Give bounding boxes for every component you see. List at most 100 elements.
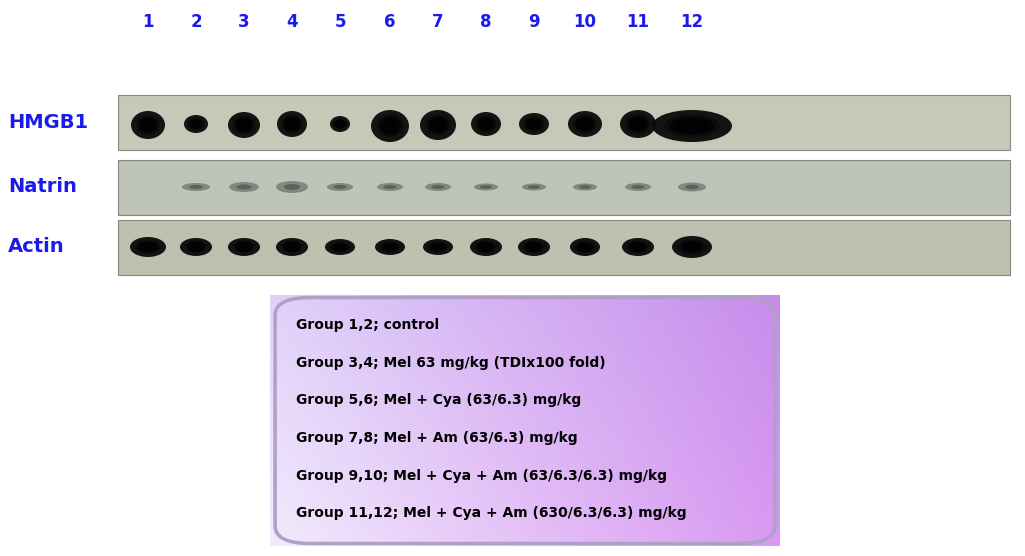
Ellipse shape bbox=[528, 244, 540, 251]
Ellipse shape bbox=[573, 115, 597, 133]
Text: HMGB1: HMGB1 bbox=[8, 112, 88, 132]
Ellipse shape bbox=[528, 120, 540, 128]
Text: 5: 5 bbox=[334, 13, 345, 31]
Ellipse shape bbox=[478, 117, 494, 131]
Ellipse shape bbox=[327, 183, 353, 191]
Ellipse shape bbox=[573, 183, 597, 191]
Ellipse shape bbox=[141, 120, 155, 131]
Ellipse shape bbox=[432, 244, 444, 250]
Ellipse shape bbox=[184, 241, 207, 254]
Ellipse shape bbox=[140, 243, 155, 251]
Ellipse shape bbox=[130, 237, 166, 257]
Ellipse shape bbox=[189, 185, 203, 189]
Text: 11: 11 bbox=[626, 13, 650, 31]
Ellipse shape bbox=[377, 183, 403, 191]
Ellipse shape bbox=[474, 183, 498, 191]
Ellipse shape bbox=[286, 244, 298, 251]
Text: 9: 9 bbox=[528, 13, 540, 31]
Ellipse shape bbox=[423, 239, 453, 255]
Ellipse shape bbox=[629, 242, 647, 252]
Text: 2: 2 bbox=[191, 13, 202, 31]
Ellipse shape bbox=[138, 241, 158, 252]
Ellipse shape bbox=[480, 185, 492, 188]
Ellipse shape bbox=[235, 242, 253, 252]
Ellipse shape bbox=[576, 117, 594, 131]
Text: 7: 7 bbox=[433, 13, 444, 31]
Ellipse shape bbox=[333, 118, 347, 130]
Ellipse shape bbox=[284, 117, 300, 131]
Ellipse shape bbox=[276, 181, 308, 193]
Ellipse shape bbox=[631, 185, 645, 189]
Ellipse shape bbox=[325, 239, 355, 255]
Text: 6: 6 bbox=[384, 13, 396, 31]
Ellipse shape bbox=[685, 185, 699, 189]
Ellipse shape bbox=[383, 185, 397, 189]
Ellipse shape bbox=[238, 120, 250, 130]
Ellipse shape bbox=[192, 121, 201, 127]
Ellipse shape bbox=[329, 241, 351, 252]
Ellipse shape bbox=[188, 118, 204, 130]
Ellipse shape bbox=[518, 238, 550, 256]
Ellipse shape bbox=[427, 241, 449, 252]
Ellipse shape bbox=[570, 238, 600, 256]
Ellipse shape bbox=[476, 116, 496, 132]
Ellipse shape bbox=[625, 114, 651, 134]
Ellipse shape bbox=[526, 118, 542, 130]
Ellipse shape bbox=[286, 119, 298, 129]
Ellipse shape bbox=[333, 185, 346, 189]
Bar bbox=[118, 95, 1010, 150]
Text: Group 11,12; Mel + Cya + Am (630/6.3/6.3) mg/kg: Group 11,12; Mel + Cya + Am (630/6.3/6.3… bbox=[295, 507, 686, 520]
Ellipse shape bbox=[577, 242, 593, 252]
Bar bbox=[118, 220, 1010, 275]
Ellipse shape bbox=[136, 115, 160, 135]
Ellipse shape bbox=[432, 185, 445, 189]
Ellipse shape bbox=[664, 115, 720, 137]
Ellipse shape bbox=[237, 185, 251, 190]
Ellipse shape bbox=[238, 244, 250, 251]
Ellipse shape bbox=[228, 112, 260, 138]
Ellipse shape bbox=[229, 182, 259, 192]
Ellipse shape bbox=[131, 111, 165, 139]
Ellipse shape bbox=[574, 241, 596, 254]
Ellipse shape bbox=[190, 244, 202, 251]
Ellipse shape bbox=[381, 242, 399, 251]
Ellipse shape bbox=[578, 119, 591, 129]
Ellipse shape bbox=[336, 121, 344, 127]
Ellipse shape bbox=[138, 117, 158, 133]
Ellipse shape bbox=[523, 241, 545, 254]
Ellipse shape bbox=[478, 242, 495, 252]
Ellipse shape bbox=[430, 119, 445, 131]
Ellipse shape bbox=[470, 238, 502, 256]
Ellipse shape bbox=[330, 116, 350, 132]
Ellipse shape bbox=[630, 118, 645, 130]
Text: Group 1,2; control: Group 1,2; control bbox=[295, 318, 439, 332]
Text: Group 9,10; Mel + Cya + Am (63/6.3/6.3) mg/kg: Group 9,10; Mel + Cya + Am (63/6.3/6.3) … bbox=[295, 469, 666, 483]
Ellipse shape bbox=[620, 110, 656, 138]
Ellipse shape bbox=[524, 116, 544, 132]
Ellipse shape bbox=[625, 183, 651, 191]
Ellipse shape bbox=[568, 111, 602, 137]
Ellipse shape bbox=[652, 110, 732, 142]
Ellipse shape bbox=[628, 116, 648, 132]
Ellipse shape bbox=[475, 241, 497, 254]
Ellipse shape bbox=[235, 118, 253, 132]
Ellipse shape bbox=[135, 240, 161, 254]
Ellipse shape bbox=[472, 112, 501, 136]
Ellipse shape bbox=[379, 117, 401, 135]
Ellipse shape bbox=[428, 117, 448, 133]
Ellipse shape bbox=[382, 120, 398, 132]
Ellipse shape bbox=[384, 244, 396, 250]
Ellipse shape bbox=[282, 115, 302, 133]
Text: 8: 8 bbox=[481, 13, 492, 31]
Ellipse shape bbox=[528, 185, 540, 188]
Text: Group 7,8; Mel + Am (63/6.3) mg/kg: Group 7,8; Mel + Am (63/6.3) mg/kg bbox=[295, 431, 577, 445]
Ellipse shape bbox=[519, 113, 549, 135]
Ellipse shape bbox=[182, 183, 210, 191]
Ellipse shape bbox=[184, 115, 208, 133]
Ellipse shape bbox=[233, 241, 255, 254]
Ellipse shape bbox=[233, 116, 255, 134]
Ellipse shape bbox=[631, 244, 645, 251]
Ellipse shape bbox=[425, 183, 451, 191]
Text: 10: 10 bbox=[574, 13, 597, 31]
Ellipse shape bbox=[676, 120, 708, 132]
